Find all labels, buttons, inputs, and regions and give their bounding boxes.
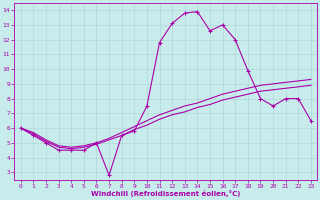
X-axis label: Windchill (Refroidissement éolien,°C): Windchill (Refroidissement éolien,°C) [91, 190, 241, 197]
